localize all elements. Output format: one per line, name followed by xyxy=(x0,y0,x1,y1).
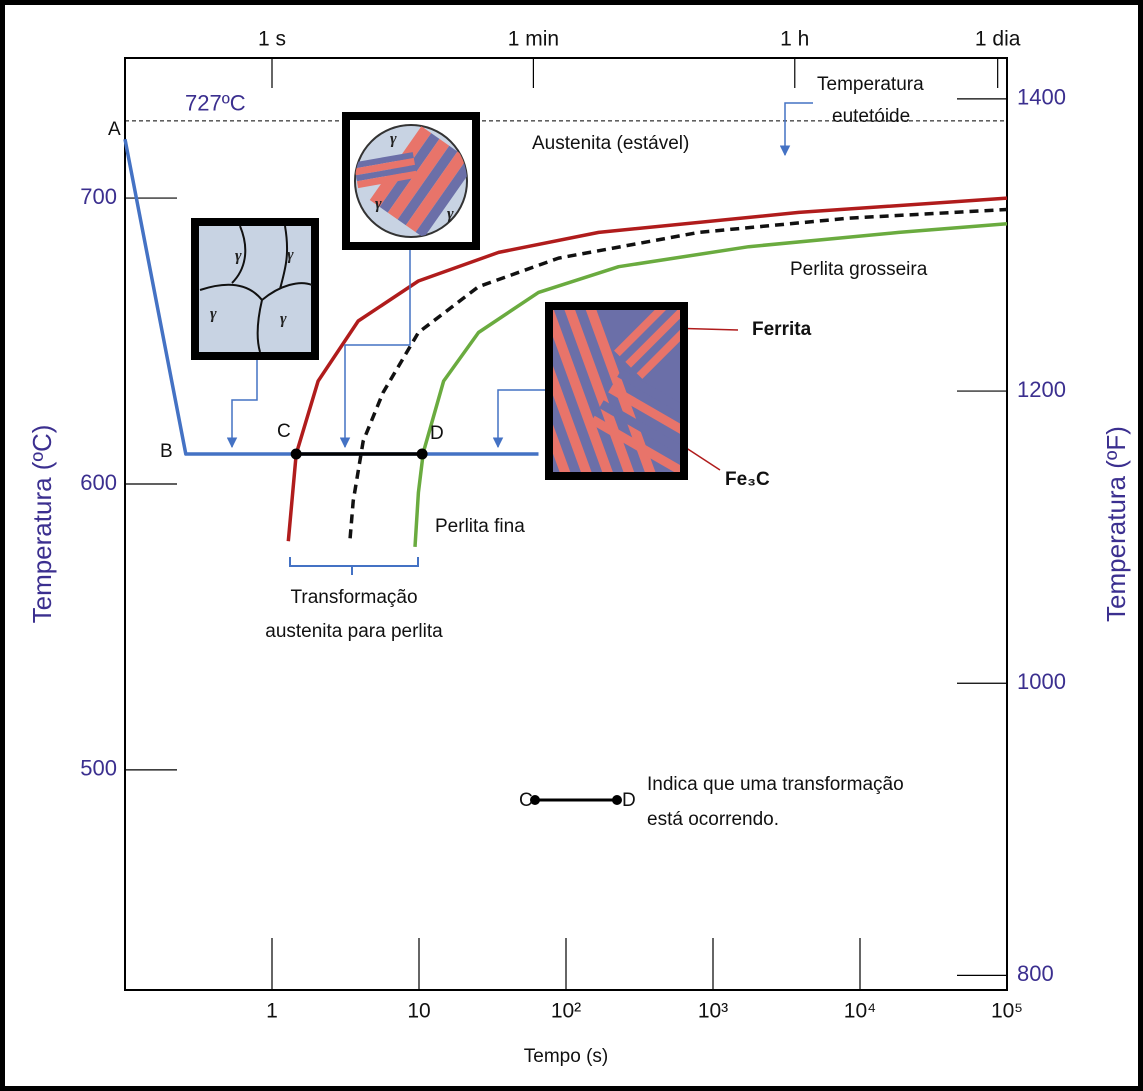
x-tick-label: 10² xyxy=(551,1000,581,1023)
x2-tick-label: 1 s xyxy=(258,28,286,51)
gamma-label: γ xyxy=(287,247,294,264)
gamma-label: γ xyxy=(375,196,382,213)
annotation: Perlita fina xyxy=(435,516,525,537)
gamma-label: γ xyxy=(280,311,287,328)
series-line xyxy=(348,207,1008,539)
lines: 727ºC xyxy=(123,91,1008,548)
gamma-label: γ xyxy=(210,306,217,323)
x-tick-label: 10³ xyxy=(698,1000,728,1023)
y2-tick-label: 1000 xyxy=(1017,669,1066,694)
nucleation-image: γ γ γ xyxy=(342,112,480,250)
x-tick-label: 1 xyxy=(266,1000,278,1023)
annotation: Temperatura xyxy=(817,74,924,95)
annotation: Perlita grosseira xyxy=(790,259,928,280)
key: C D Indica que uma transformação está oc… xyxy=(519,774,904,830)
x2-tick-label: 1 dia xyxy=(975,28,1021,51)
key-text: Indica que uma transformação xyxy=(647,774,904,795)
y-axis-label: Temperatura (ºC) xyxy=(27,425,57,624)
x2-tick-label: 1 min xyxy=(508,28,559,51)
austenite-image: γ γ γ γ xyxy=(191,218,319,360)
annotation: Fe₃C xyxy=(725,469,770,490)
transformation-point xyxy=(290,448,302,460)
transformation-point xyxy=(416,448,428,460)
y-tick-label: 700 xyxy=(80,184,117,209)
x-tick-label: 10 xyxy=(407,1000,430,1023)
annotation: eutetóide xyxy=(832,106,910,127)
y2-tick-label: 1200 xyxy=(1017,377,1066,402)
key-label: C xyxy=(519,790,533,811)
x-axis-label: Tempo (s) xyxy=(524,1046,608,1067)
eutectoid-label: 727ºC xyxy=(185,91,246,116)
x-tick-label: 10⁴ xyxy=(844,1000,876,1023)
annotation: austenita para perlita xyxy=(265,621,443,642)
key-text: está ocorrendo. xyxy=(647,809,779,830)
point-label: C xyxy=(277,421,291,442)
y2-tick-label: 800 xyxy=(1017,961,1054,986)
x-tick-label: 10⁵ xyxy=(991,1000,1023,1023)
y-tick-label: 600 xyxy=(80,470,117,495)
x2-tick-label: 1 h xyxy=(780,28,809,51)
y2-tick-label: 1400 xyxy=(1017,85,1066,110)
point-label: A xyxy=(108,119,121,140)
axes: 1 10 10² 10³ 10⁴ 10⁵ 1 s 1 min 1 h 1 dia 500 600 700… xyxy=(80,28,1066,1023)
series-line xyxy=(286,196,1008,542)
annotation: Austenita (estável) xyxy=(532,133,689,154)
series-line xyxy=(413,222,1008,548)
pointer-arrows xyxy=(226,102,813,575)
gamma-label: γ xyxy=(235,248,242,265)
annotation: Transformação xyxy=(290,587,417,608)
gamma-label: γ xyxy=(390,131,397,148)
point-label: B xyxy=(160,441,173,462)
point-label: D xyxy=(430,423,444,444)
annotation: Ferrita xyxy=(752,319,812,340)
key-label: D xyxy=(622,790,636,811)
pearlite-image xyxy=(545,302,688,480)
gamma-label: γ xyxy=(447,206,454,223)
y2-axis-label: Temperatura (ºF) xyxy=(1101,426,1131,622)
y-tick-label: 500 xyxy=(80,756,117,781)
